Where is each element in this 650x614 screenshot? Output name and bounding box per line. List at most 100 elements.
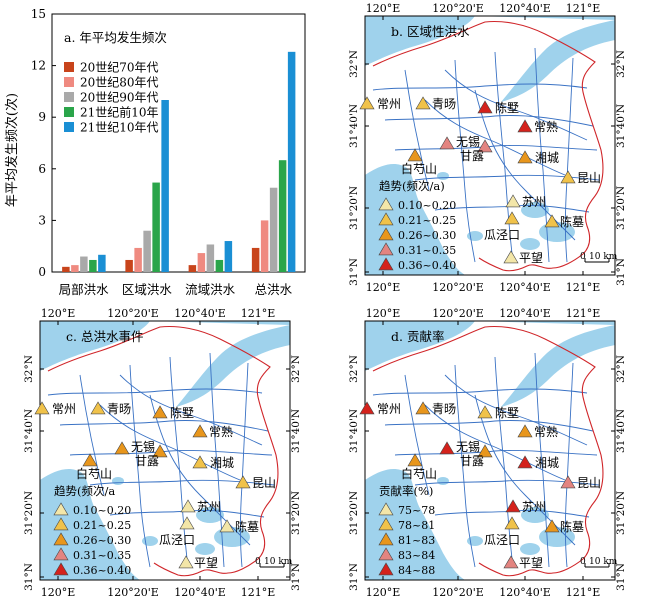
lon-label-bottom: 120°E bbox=[366, 586, 401, 599]
lat-label-right: 31°40'N bbox=[615, 104, 627, 148]
station-marker bbox=[53, 517, 69, 531]
lat-label-left: 31°20'N bbox=[348, 186, 360, 230]
plot-frame bbox=[51, 13, 306, 273]
lat-label-right: 31°N bbox=[615, 258, 627, 286]
station-label: 青旸 bbox=[432, 402, 456, 416]
station-label: 瓜泾口 bbox=[484, 228, 520, 242]
panel-b-map: 120°E 120°E 120°20'E 120°20'E 120°40'E 120°40… bbox=[325, 0, 650, 305]
legend-title: 趋势(频次/a) bbox=[379, 179, 445, 193]
y-tick-label: 6 bbox=[38, 162, 46, 176]
taihu-lake bbox=[365, 469, 465, 580]
lat-label-right: 31°20'N bbox=[615, 491, 627, 535]
station-label: 甘露 bbox=[460, 149, 484, 163]
station-label: 常州 bbox=[377, 402, 401, 416]
station-label: 白芍山 bbox=[401, 466, 437, 481]
station-marker bbox=[179, 516, 195, 530]
station-marker bbox=[544, 214, 560, 228]
bar bbox=[134, 247, 142, 272]
station-marker bbox=[90, 401, 106, 415]
lon-label-top: 120°40'E bbox=[174, 307, 226, 320]
map-b-svg: 120°E 120°E 120°20'E 120°20'E 120°40'E 120°40… bbox=[348, 2, 627, 294]
station-marker bbox=[114, 441, 130, 455]
y-tick-label: 9 bbox=[38, 110, 46, 124]
lon-label-top: 120°40'E bbox=[499, 2, 551, 15]
station-label: 无锡 bbox=[456, 439, 480, 454]
lon-label-top: 120°E bbox=[366, 2, 401, 15]
map-frame bbox=[364, 15, 616, 276]
lat-label-right: 31°N bbox=[615, 563, 627, 591]
bar bbox=[251, 247, 260, 272]
legend-entry: 75~78 bbox=[398, 504, 435, 517]
lon-label-bottom: 120°20'E bbox=[432, 281, 484, 294]
river-line bbox=[534, 352, 550, 568]
lat-label-left: 31°N bbox=[348, 258, 360, 286]
station-label: 瓜泾口 bbox=[159, 533, 195, 547]
station-marker bbox=[378, 547, 394, 561]
station-label: 陈墅 bbox=[495, 100, 519, 115]
legend-entry: 20世纪70年代 bbox=[80, 61, 159, 75]
y-axis-label: 年平均发生频次(次) bbox=[4, 93, 20, 207]
station-marker bbox=[378, 257, 394, 271]
river-line bbox=[444, 374, 588, 446]
lon-label-bottom: 120°E bbox=[366, 281, 401, 294]
station-marker bbox=[503, 250, 519, 264]
y-tick-label: 12 bbox=[31, 59, 46, 73]
bar bbox=[287, 51, 296, 273]
lon-label-top: 121°E bbox=[566, 2, 601, 15]
station-label: 陈墓 bbox=[560, 519, 584, 534]
station-label: 陈墓 bbox=[560, 214, 584, 229]
river-line bbox=[119, 374, 263, 446]
legend-entry: 0.26~0.30 bbox=[73, 534, 131, 547]
station-marker bbox=[82, 453, 98, 467]
station-marker bbox=[359, 401, 375, 415]
station-label: 常州 bbox=[52, 402, 76, 416]
station-marker bbox=[505, 499, 521, 513]
lon-label-bottom: 120°40'E bbox=[499, 281, 551, 294]
lat-label-left: 31°20'N bbox=[23, 491, 35, 535]
station-marker bbox=[235, 475, 251, 489]
lon-label-bottom: 120°E bbox=[41, 586, 76, 599]
scale-zero: 0 bbox=[580, 557, 586, 567]
bar bbox=[62, 266, 70, 272]
scale-zero: 0 bbox=[255, 557, 261, 567]
scale-zero: 0 bbox=[580, 252, 586, 262]
station-label: 白芍山 bbox=[401, 161, 437, 176]
lat-label-left: 31°40'N bbox=[23, 409, 35, 453]
y-tick-label: 0 bbox=[38, 265, 46, 279]
yangtze-river bbox=[40, 321, 290, 407]
station-label: 湘城 bbox=[535, 150, 559, 165]
river-line bbox=[169, 356, 189, 568]
station-marker bbox=[477, 405, 493, 419]
river-line bbox=[69, 450, 273, 456]
lat-label-left: 32°N bbox=[348, 355, 360, 383]
legend-entry: 0.36~0.40 bbox=[398, 259, 456, 272]
legend-entry: 78~81 bbox=[398, 519, 435, 532]
station-marker bbox=[415, 401, 431, 415]
legend-entry: 0.31~0.35 bbox=[73, 549, 131, 562]
scale-label: 10 km bbox=[589, 557, 618, 567]
legend-title: 贡献率(%) bbox=[379, 484, 433, 498]
lat-label-left: 31°N bbox=[348, 563, 360, 591]
lat-label-left: 31°20'N bbox=[348, 491, 360, 535]
yangtze-river bbox=[365, 16, 615, 102]
legend-entry: 83~84 bbox=[398, 549, 435, 562]
station-marker bbox=[415, 96, 431, 110]
lat-label-left: 32°N bbox=[348, 50, 360, 78]
lon-label-bottom: 120°20'E bbox=[432, 586, 484, 599]
station-label: 甘露 bbox=[135, 454, 159, 468]
station-marker bbox=[407, 453, 423, 467]
station-label: 湘城 bbox=[535, 455, 559, 470]
river-line bbox=[372, 388, 588, 396]
lon-label-bottom: 121°E bbox=[566, 586, 601, 599]
river-line bbox=[394, 450, 598, 456]
station-marker bbox=[180, 499, 196, 513]
station-label: 平望 bbox=[194, 556, 218, 570]
station-marker bbox=[152, 405, 168, 419]
bar bbox=[188, 265, 197, 272]
bar bbox=[260, 220, 269, 272]
river-line bbox=[534, 47, 550, 263]
station-label: 平望 bbox=[519, 556, 543, 570]
panel-c-map: 120°E 120°E 120°20'E 120°20'E 120°40'E 120°40… bbox=[0, 305, 325, 610]
station-label: 甘露 bbox=[460, 454, 484, 468]
river-line bbox=[149, 394, 251, 546]
